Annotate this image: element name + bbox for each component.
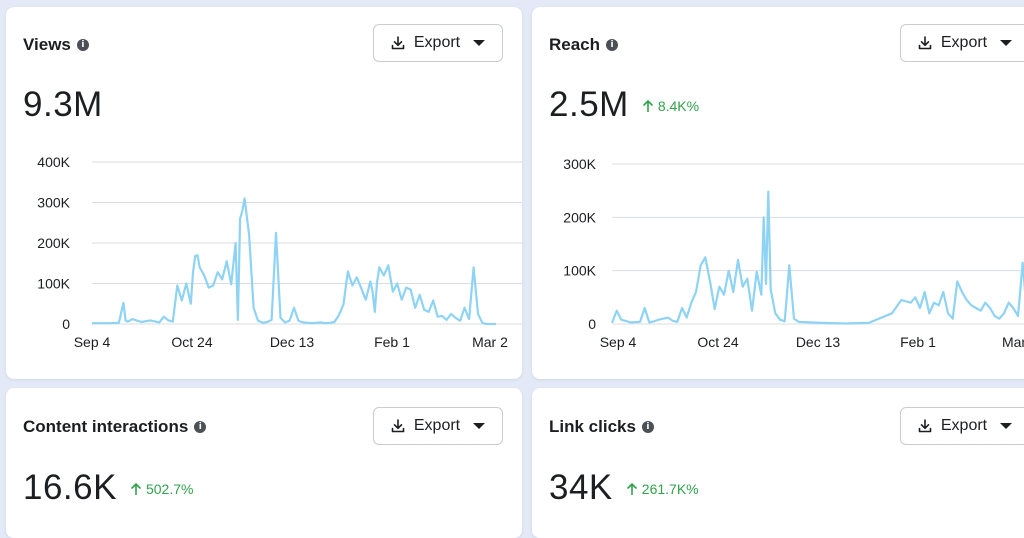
export-button[interactable]: Export — [900, 24, 1024, 62]
y-tick-label: 100K — [563, 263, 596, 279]
download-icon — [918, 419, 932, 433]
reach-title-row: Reach i — [549, 35, 619, 55]
content-interactions-value: 16.6K — [23, 468, 117, 507]
reach-value: 2.5M — [549, 85, 629, 124]
y-tick-label: 200K — [563, 209, 596, 225]
arrow-up-icon — [626, 483, 637, 495]
x-tick-label: Mar 2 — [472, 334, 508, 350]
views-metric-row: 9.3M — [23, 85, 103, 125]
link-clicks-metric-row: 34K 261.7K% — [549, 468, 699, 508]
x-tick-label: Feb 1 — [374, 334, 410, 350]
info-icon[interactable]: i — [641, 421, 654, 433]
link-clicks-title: Link clicks — [549, 417, 636, 436]
content-interactions-metric-row: 16.6K 502.7% — [23, 468, 193, 508]
download-icon — [391, 419, 405, 433]
caret-down-icon — [473, 40, 486, 46]
reach-line-chart: 0 100K 200K 300K Sep 4 Oct 24 Dec 13 Feb 1 Mar — [563, 156, 1024, 350]
x-tick-label: Dec 13 — [796, 334, 841, 350]
caret-down-icon — [1000, 40, 1013, 46]
views-line-chart: 0 100K 200K 300K 400K Sep 4 Oct 24 Dec 13 Feb 1 M… — [37, 154, 522, 350]
views-card: Views i Export 9.3M 0 100K 200K 300K 400K Sep… — [6, 7, 522, 379]
arrow-up-icon — [643, 100, 653, 112]
x-tick-label: Feb 1 — [900, 334, 936, 350]
link-clicks-change-value: 261.7K% — [641, 481, 699, 497]
y-tick-label: 200K — [37, 235, 70, 251]
info-icon[interactable]: i — [76, 39, 89, 51]
series-line-0 — [92, 197, 496, 326]
x-tick-label: Dec 13 — [270, 334, 315, 350]
export-button[interactable]: Export — [373, 407, 503, 445]
download-icon — [918, 36, 932, 50]
x-tick-label: Mar — [1002, 334, 1024, 350]
caret-down-icon — [473, 423, 486, 429]
link-clicks-title-row: Link clicks i — [549, 417, 654, 437]
views-value: 9.3M — [23, 85, 103, 124]
content-interactions-title-row: Content interactions i — [23, 417, 207, 437]
link-clicks-change: 261.7K% — [626, 481, 699, 497]
content-interactions-card: Content interactions i Export 16.6K 502.… — [6, 388, 522, 538]
views-title: Views — [23, 35, 71, 54]
link-clicks-value: 34K — [549, 468, 613, 507]
y-tick-label: 300K — [37, 195, 70, 211]
caret-down-icon — [1000, 423, 1013, 429]
reach-metric-row: 2.5M 8.4K% — [549, 85, 699, 125]
y-tick-label: 0 — [62, 316, 70, 332]
reach-title: Reach — [549, 35, 601, 54]
export-label: Export — [413, 417, 461, 434]
export-label: Export — [413, 34, 461, 51]
export-label: Export — [940, 417, 988, 434]
y-tick-label: 400K — [37, 154, 70, 170]
link-clicks-card: Link clicks i Export 34K 261.7K% — [532, 388, 1024, 538]
x-tick-label: Sep 4 — [74, 334, 111, 350]
reach-change-value: 8.4K% — [657, 98, 700, 114]
reach-change: 8.4K% — [643, 98, 699, 114]
x-tick-label: Oct 24 — [171, 334, 212, 350]
download-icon — [391, 36, 405, 50]
y-tick-label: 0 — [588, 316, 596, 332]
export-label: Export — [940, 34, 988, 51]
y-tick-label: 100K — [37, 276, 70, 292]
content-interactions-change: 502.7% — [131, 481, 193, 497]
x-tick-label: Oct 24 — [697, 334, 738, 350]
export-button[interactable]: Export — [900, 407, 1024, 445]
y-tick-label: 300K — [563, 156, 596, 172]
info-icon[interactable]: i — [606, 39, 619, 51]
info-icon[interactable]: i — [194, 421, 207, 433]
content-interactions-title: Content interactions — [23, 417, 189, 436]
reach-card: Reach i Export 2.5M 8.4K% 0 100K 200K 300K S… — [532, 7, 1024, 379]
content-interactions-change-value: 502.7% — [145, 481, 194, 497]
export-button[interactable]: Export — [373, 24, 503, 62]
x-tick-label: Sep 4 — [600, 334, 637, 350]
series-line-0 — [610, 190, 1024, 325]
arrow-up-icon — [131, 483, 141, 495]
views-title-row: Views i — [23, 35, 89, 55]
